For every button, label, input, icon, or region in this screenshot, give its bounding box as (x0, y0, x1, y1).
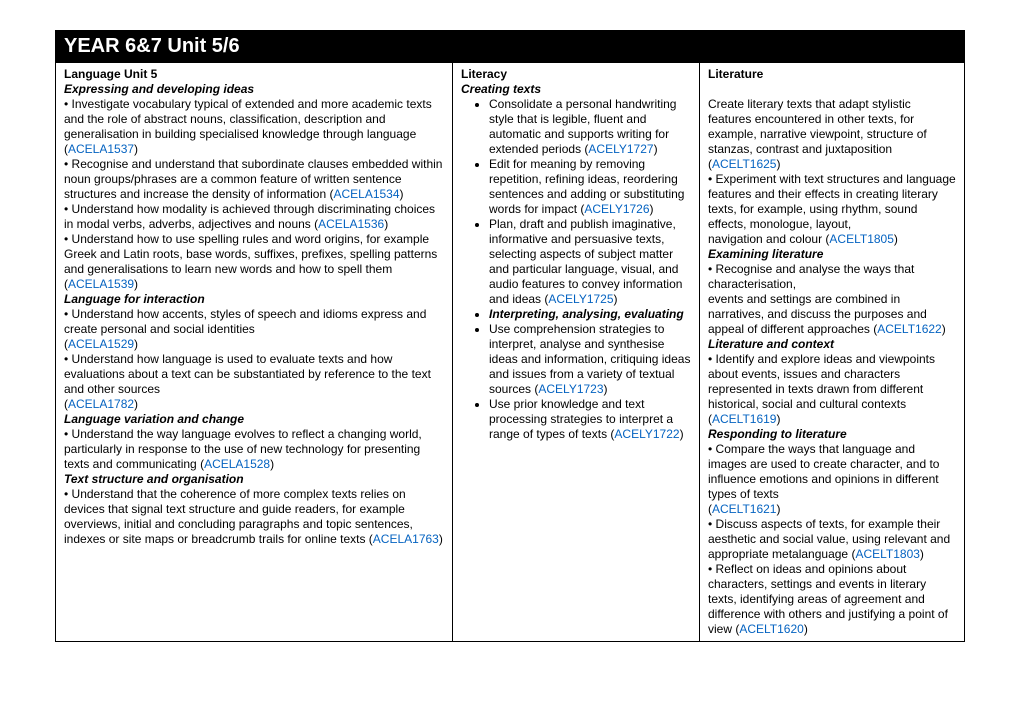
col1-p5l: (ACELA1529) (64, 337, 444, 352)
link[interactable]: ACELT1803 (855, 547, 919, 561)
link[interactable]: ACELA1539 (68, 277, 134, 291)
col1-h3: Language variation and change (64, 412, 444, 427)
link[interactable]: ACELA1529 (68, 337, 134, 351)
col1-p3: • Understand how modality is achieved th… (64, 202, 444, 232)
col3-p4: • Identify and explore ideas and viewpoi… (708, 352, 956, 427)
link[interactable]: ACELT1619 (712, 412, 776, 426)
col3-h2: Literature and context (708, 337, 956, 352)
link[interactable]: ACELA1763 (373, 532, 439, 546)
link[interactable]: ACELA1528 (204, 457, 270, 471)
col1-p1: • Investigate vocabulary typical of exte… (64, 97, 444, 157)
col2-title: Literacy (461, 67, 691, 82)
col1-title: Language Unit 5 (64, 67, 444, 82)
link[interactable]: ACELT1620 (739, 622, 803, 636)
col1-p6l: (ACELA1782) (64, 397, 444, 412)
col3-h1: Examining literature (708, 247, 956, 262)
column-language: Language Unit 5 Expressing and developin… (56, 63, 453, 641)
col3-title: Literature (708, 67, 956, 82)
col1-p4l: (ACELA1539) (64, 277, 444, 292)
col3-p3b: events and settings are combined in narr… (708, 292, 956, 337)
list-item: Use comprehension strategies to interpre… (489, 322, 691, 397)
col1-p7: • Understand the way language evolves to… (64, 427, 444, 472)
link[interactable]: ACELY1723 (538, 382, 603, 396)
link[interactable]: ACELY1726 (584, 202, 649, 216)
col3-p6: • Discuss aspects of texts, for example … (708, 517, 956, 562)
col3-p2a: • Experiment with text structures and la… (708, 172, 956, 232)
list-item: Plan, draft and publish imaginative, inf… (489, 217, 691, 307)
list-item: Interpreting, analysing, evaluating (489, 307, 691, 322)
col1-p2: • Recognise and understand that subordin… (64, 157, 444, 202)
list-item: Consolidate a personal handwriting style… (489, 97, 691, 157)
curriculum-table: Language Unit 5 Expressing and developin… (55, 63, 965, 642)
link[interactable]: ACELY1725 (548, 292, 613, 306)
spacer (708, 82, 956, 97)
link[interactable]: ACELY1722 (614, 427, 679, 441)
col1-p5: • Understand how accents, styles of spee… (64, 307, 444, 337)
col1-h2: Language for interaction (64, 292, 444, 307)
col1-h1: Expressing and developing ideas (64, 82, 444, 97)
link[interactable]: ACELA1536 (318, 217, 384, 231)
col2-list: Consolidate a personal handwriting style… (461, 97, 691, 442)
col3-p5a: • Compare the ways that language and ima… (708, 442, 956, 502)
link[interactable]: ACELT1805 (829, 232, 893, 246)
link[interactable]: ACELA1534 (333, 187, 399, 201)
col3-p1: Create literary texts that adapt stylist… (708, 97, 956, 172)
link[interactable]: ACELT1625 (712, 157, 776, 171)
link[interactable]: ACELT1622 (877, 322, 941, 336)
col3-h3: Responding to literature (708, 427, 956, 442)
col3-p7: • Reflect on ideas and opinions about ch… (708, 562, 956, 637)
list-item: Use prior knowledge and text processing … (489, 397, 691, 442)
col3-p3a: • Recognise and analyse the ways that ch… (708, 262, 956, 292)
col1-p6: • Understand how language is used to eva… (64, 352, 444, 397)
link[interactable]: ACELA1537 (68, 142, 134, 156)
col3-p2b: navigation and colour (ACELT1805) (708, 232, 956, 247)
col1-p8: • Understand that the coherence of more … (64, 487, 444, 547)
column-literacy: Literacy Creating texts Consolidate a pe… (453, 63, 700, 641)
link[interactable]: ACELT1621 (712, 502, 776, 516)
list-item: Edit for meaning by removing repetition,… (489, 157, 691, 217)
col1-h4: Text structure and organisation (64, 472, 444, 487)
col3-p5l: (ACELT1621) (708, 502, 956, 517)
page-title: YEAR 6&7 Unit 5/6 (55, 30, 965, 63)
link[interactable]: ACELY1727 (588, 142, 653, 156)
column-literature: Literature Create literary texts that ad… (700, 63, 964, 641)
col2-h1: Creating texts (461, 82, 691, 97)
link[interactable]: ACELA1782 (68, 397, 134, 411)
col1-p4: • Understand how to use spelling rules a… (64, 232, 444, 277)
